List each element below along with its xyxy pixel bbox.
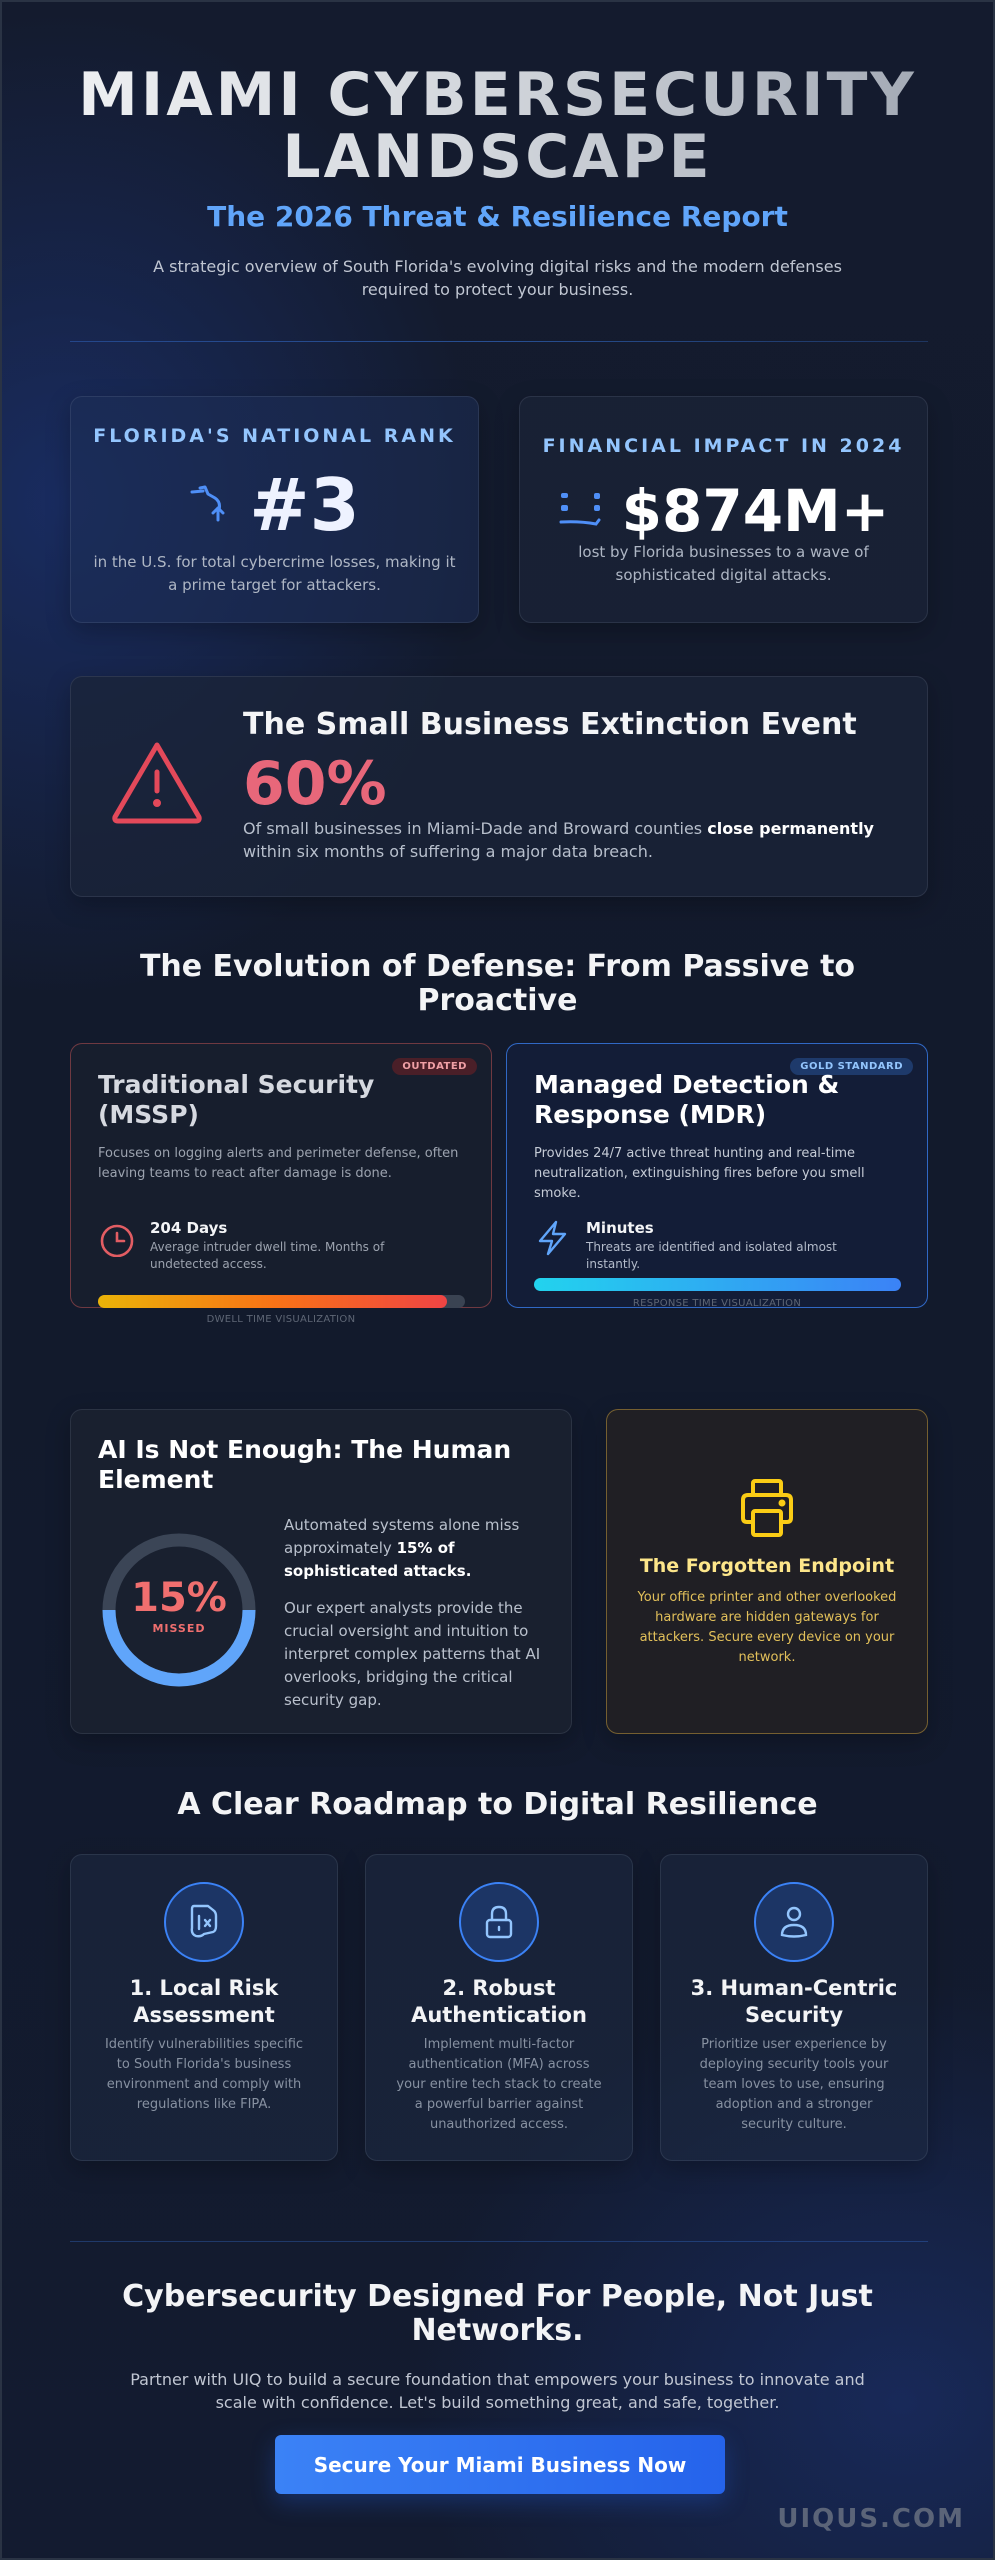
- trending-up-arrow-icon: [189, 482, 231, 528]
- stat-label: FLORIDA'S NATIONAL RANK: [93, 425, 456, 447]
- ai-title: AI Is Not Enough: The Human Element: [98, 1435, 512, 1494]
- endpoint-description: Your office printer and other overlooked…: [637, 1590, 897, 1665]
- extinction-event-card: The Small Business Extinction Event 60% …: [70, 676, 928, 897]
- response-time-metric: Minutes Threats are identified and isola…: [534, 1219, 886, 1273]
- user-icon: [754, 1882, 834, 1962]
- dwell-time-metric: 204 Days Average intruder dwell time. Mo…: [98, 1219, 450, 1273]
- step-title: 3. Human-Centric Security: [690, 1976, 898, 2027]
- forgotten-endpoint-card: The Forgotten Endpoint Your office print…: [606, 1409, 928, 1734]
- card-title: Managed Detection & Response (MDR): [534, 1070, 840, 1129]
- metric-title: 204 Days: [150, 1219, 228, 1237]
- endpoint-title: The Forgotten Endpoint: [639, 1555, 895, 1577]
- clock-icon: [98, 1219, 136, 1273]
- response-time-bar: [534, 1278, 901, 1291]
- metric-title: Minutes: [586, 1219, 654, 1237]
- step-description: Implement multi-factor authentication (M…: [396, 2037, 602, 2132]
- stat-description: in the U.S. for total cybercrime losses,…: [93, 553, 456, 594]
- financial-impact-card: FINANCIAL IMPACT IN 2024 $874M+ lost by …: [519, 396, 928, 623]
- missed-ring-chart: 15% MISSED: [99, 1530, 259, 1690]
- ai-human-element-card: AI Is Not Enough: The Human Element 15% …: [70, 1409, 572, 1734]
- divider: [70, 341, 928, 342]
- florida-map-icon: [164, 1882, 244, 1962]
- stat-description: lost by Florida businesses to a wave of …: [578, 543, 869, 584]
- report-subtitle: The 2026 Threat & Resilience Report: [207, 200, 788, 233]
- outdated-badge: OUTDATED: [392, 1058, 477, 1075]
- metric-description: Threats are identified and isolated almo…: [586, 1240, 837, 1271]
- warning-triangle-icon: [109, 739, 205, 831]
- bar-caption: RESPONSE TIME VISUALIZATION: [632, 1298, 802, 1309]
- evolution-section-title: The Evolution of Defense: From Passive t…: [139, 949, 856, 1018]
- dwell-time-bar: [98, 1295, 465, 1308]
- money-dots-icon: [558, 487, 604, 535]
- financial-value: $874M+: [621, 477, 890, 545]
- step-title: 1. Local Risk Assessment: [129, 1976, 279, 2027]
- secure-business-button[interactable]: Secure Your Miami Business Now: [275, 2435, 725, 2494]
- roadmap-step-1: 1. Local Risk Assessment Identify vulner…: [70, 1854, 338, 2161]
- step-title: 2. Robust Authentication: [411, 1976, 587, 2027]
- card-description: Focuses on logging alerts and perimeter …: [98, 1146, 459, 1181]
- bar-caption: DWELL TIME VISUALIZATION: [206, 1314, 356, 1325]
- ring-label: MISSED: [152, 1622, 206, 1635]
- roadmap-section-title: A Clear Roadmap to Digital Resilience: [177, 1787, 818, 1822]
- brand-logo: UIQUS.COM: [777, 2504, 965, 2534]
- roadmap-step-3: 3. Human-Centric Security Prioritize use…: [660, 1854, 928, 2161]
- extinction-title: The Small Business Extinction Event: [243, 707, 857, 742]
- cta-title: Cybersecurity Designed For People, Not J…: [122, 2279, 873, 2348]
- hero-description: A strategic overview of South Florida's …: [153, 257, 842, 299]
- lightning-bolt-icon: [534, 1219, 572, 1273]
- traditional-security-card: OUTDATED Traditional Security (MSSP) Foc…: [70, 1043, 492, 1325]
- card-description: Provides 24/7 active threat hunting and …: [534, 1146, 865, 1201]
- rank-value: #3: [249, 463, 360, 547]
- title-line-2: LANDSCAPE: [282, 122, 713, 192]
- extinction-value: 60%: [243, 749, 387, 819]
- step-description: Prioritize user experience by deploying …: [699, 2037, 889, 2132]
- extinction-description: Of small businesses in Miami-Dade and Br…: [243, 819, 874, 861]
- ai-paragraph-2: Our expert analysts provide the crucial …: [284, 1599, 541, 1709]
- step-description: Identify vulnerabilities specific to Sou…: [104, 2037, 304, 2112]
- cta-description: Partner with UIQ to build a secure found…: [130, 2370, 865, 2412]
- mdr-card: GOLD STANDARD Managed Detection & Respon…: [506, 1043, 928, 1309]
- title-line-1: MIAMI CYBERSECURITY: [78, 60, 917, 130]
- printer-icon: [739, 1478, 795, 1542]
- metric-description: Average intruder dwell time. Months of u…: [150, 1240, 385, 1271]
- divider: [70, 2241, 928, 2242]
- national-rank-card: FLORIDA'S NATIONAL RANK #3 in the U.S. f…: [70, 396, 479, 623]
- card-title: Traditional Security (MSSP): [98, 1070, 375, 1129]
- page-title: MIAMI CYBERSECURITY LANDSCAPE: [2, 64, 993, 188]
- gold-standard-badge: GOLD STANDARD: [790, 1058, 913, 1075]
- roadmap-step-2: 2. Robust Authentication Implement multi…: [365, 1854, 633, 2161]
- lock-icon: [459, 1882, 539, 1962]
- stat-label: FINANCIAL IMPACT IN 2024: [542, 435, 905, 457]
- ring-value: 15%: [131, 1575, 227, 1621]
- ai-paragraph-1: Automated systems alone miss approximate…: [284, 1516, 520, 1580]
